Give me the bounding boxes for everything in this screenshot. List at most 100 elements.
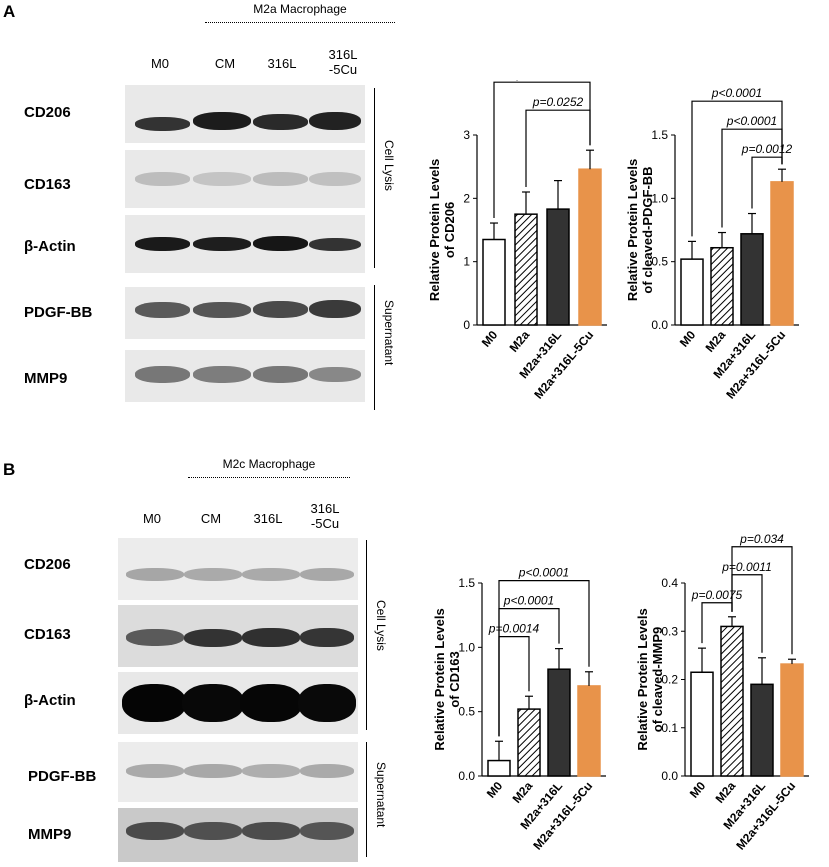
x-tick-label: M0 bbox=[677, 328, 699, 350]
y-axis-label: Relative Protein Levelsof cleaved-MMP9 bbox=[635, 608, 665, 750]
lane-label: M0 bbox=[142, 511, 162, 526]
blot-cd163-a bbox=[125, 150, 365, 208]
cell-lysis-bracket bbox=[366, 540, 367, 730]
row-label: CD206 bbox=[24, 556, 71, 573]
y-tick-label: 0.0 bbox=[651, 318, 668, 332]
cell-lysis-bracket bbox=[374, 88, 375, 268]
chart-b2: 0.0 0.1 0.2 0.3 0.4 Relative Protein Levelsof… bbox=[635, 532, 809, 853]
y-tick-label: 2 bbox=[463, 191, 470, 205]
supernatant-bracket bbox=[366, 742, 367, 857]
panel-letter-b: B bbox=[3, 460, 16, 479]
cell-lysis-label: Cell Lysis bbox=[382, 140, 396, 191]
bar bbox=[780, 663, 804, 777]
panel-b-header: M2c Macrophage bbox=[222, 457, 316, 471]
y-axis-label-line: of CD163 bbox=[447, 651, 462, 707]
p-value-label: p<0.0001 bbox=[726, 114, 777, 128]
y-axis-label-line: Relative Protein Levels bbox=[427, 159, 442, 301]
y-tick-label: 0.5 bbox=[458, 705, 475, 719]
p-value-label: p=0.0012 bbox=[741, 142, 793, 156]
blot-pdgf-b bbox=[118, 742, 358, 802]
x-tick-label: M2a bbox=[510, 779, 536, 806]
p-value-label: p=0.0014 bbox=[488, 622, 540, 636]
lane-label: CM bbox=[214, 56, 236, 71]
blot-actin-b bbox=[118, 672, 358, 734]
cell-lysis-label: Cell Lysis bbox=[374, 600, 388, 651]
bar bbox=[680, 258, 704, 326]
x-tick-label: M0 bbox=[687, 779, 709, 801]
bar bbox=[547, 668, 571, 777]
supernatant-bracket bbox=[374, 285, 375, 410]
blot-pdgf-a bbox=[125, 287, 365, 339]
y-tick-label: 1.5 bbox=[458, 576, 475, 590]
bar bbox=[770, 181, 794, 326]
lane-label: 316L -5Cu bbox=[328, 47, 358, 77]
y-tick-label: 0.2 bbox=[661, 673, 678, 687]
blot-cd163-b bbox=[118, 605, 358, 667]
y-tick-label: 1.0 bbox=[651, 191, 668, 205]
lane-label: 316L -5Cu bbox=[310, 501, 340, 531]
panel-letter-a: A bbox=[3, 2, 16, 21]
bar bbox=[720, 625, 744, 777]
blot-mmp9-b bbox=[118, 808, 358, 862]
lane-label: 316L bbox=[253, 511, 283, 526]
panel-b-header-line bbox=[188, 477, 350, 478]
bar bbox=[710, 246, 734, 326]
p-value-label: p=0.0011 bbox=[721, 560, 772, 574]
significance-bracket bbox=[721, 128, 783, 228]
y-axis-label: Relative Protein Levelsof CD163 bbox=[432, 608, 462, 750]
y-axis-label-line: of cleaved-MMP9 bbox=[650, 627, 665, 732]
x-tick-label: M0 bbox=[479, 328, 501, 350]
bar bbox=[517, 708, 541, 777]
significance-bracket bbox=[498, 636, 530, 737]
blot-cd206-b bbox=[118, 538, 358, 600]
x-tick-label: M2a bbox=[713, 779, 739, 806]
panel-a-header: M2a Macrophage bbox=[253, 2, 347, 16]
row-label: CD163 bbox=[24, 626, 71, 643]
p-value-label: p<0.0001 bbox=[518, 566, 569, 580]
row-label: β-Actin bbox=[24, 692, 76, 709]
row-label: MMP9 bbox=[24, 370, 68, 387]
y-axis-label-line: of cleaved-PDGF-BB bbox=[640, 166, 655, 293]
x-tick-label: M2a bbox=[703, 328, 729, 355]
y-tick-label: 0 bbox=[463, 318, 470, 332]
supernatant-label: Supernatant bbox=[382, 300, 396, 366]
row-label: MMP9 bbox=[28, 826, 72, 843]
row-label: β-Actin bbox=[24, 238, 76, 255]
y-tick-label: 3 bbox=[463, 128, 470, 142]
supernatant-label: Supernatant bbox=[374, 762, 388, 828]
y-axis-label-line: Relative Protein Levels bbox=[432, 608, 447, 750]
p-value-label: p<0.0001 bbox=[711, 86, 762, 100]
chart-b1: 0.0 0.5 1.0 1.5 Relative Protein Levelsof CD… bbox=[432, 566, 606, 853]
p-value-label: p=0.0007 bbox=[516, 80, 569, 81]
p-value-label: p=0.034 bbox=[739, 532, 784, 546]
p-value-label: p=0.0075 bbox=[691, 588, 743, 602]
significance-bracket bbox=[731, 546, 793, 655]
p-value-label: p=0.0252 bbox=[532, 95, 584, 109]
lane-label: M0 bbox=[150, 56, 170, 71]
bar bbox=[690, 671, 714, 777]
x-tick-label: M2a bbox=[507, 328, 533, 355]
bar bbox=[750, 683, 774, 777]
bar bbox=[740, 233, 764, 326]
x-tick-label: M2a+316L-5Cu bbox=[531, 328, 596, 402]
y-axis-label: Relative Protein Levelsof cleaved-PDGF-B… bbox=[625, 159, 655, 301]
lane-label: 316L bbox=[267, 56, 297, 71]
y-axis-label-line: of CD206 bbox=[442, 202, 457, 258]
y-tick-label: 0.0 bbox=[458, 769, 475, 783]
x-tick-label: M0 bbox=[484, 779, 506, 801]
bar bbox=[577, 685, 601, 777]
y-axis-label-line: Relative Protein Levels bbox=[635, 608, 650, 750]
chart-a1: 0 1 2 3 Relative Protein Levelsof CD206 M0 M2a… bbox=[427, 80, 607, 402]
y-axis-label: Relative Protein Levelsof CD206 bbox=[427, 159, 457, 301]
bar bbox=[514, 213, 538, 326]
blot-mmp9-a bbox=[125, 350, 365, 402]
significance-bracket bbox=[751, 156, 783, 209]
y-axis-label-line: Relative Protein Levels bbox=[625, 159, 640, 301]
p-value-label: p<0.0001 bbox=[503, 594, 554, 608]
y-tick-label: 0.5 bbox=[651, 255, 668, 269]
lane-label: CM bbox=[200, 511, 222, 526]
row-label: PDGF-BB bbox=[24, 304, 93, 321]
y-tick-label: 1 bbox=[463, 255, 470, 269]
bar bbox=[487, 759, 511, 777]
chart-a2: 0.0 0.5 1.0 1.5 Relative Protein Levelsof cl… bbox=[625, 86, 799, 402]
